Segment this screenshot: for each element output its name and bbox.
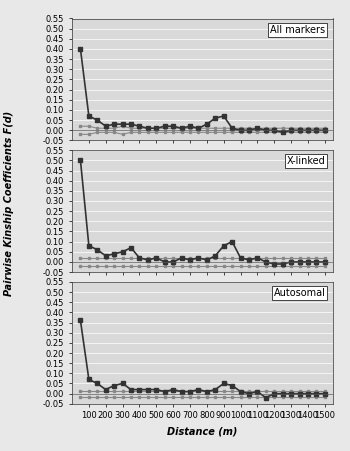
Text: Autosomal: Autosomal bbox=[274, 288, 326, 298]
Text: Pairwise Kinship Coefficients F(d): Pairwise Kinship Coefficients F(d) bbox=[4, 110, 14, 295]
X-axis label: Distance (m): Distance (m) bbox=[167, 426, 238, 436]
Text: X-linked: X-linked bbox=[287, 156, 326, 166]
Text: All markers: All markers bbox=[270, 25, 326, 35]
